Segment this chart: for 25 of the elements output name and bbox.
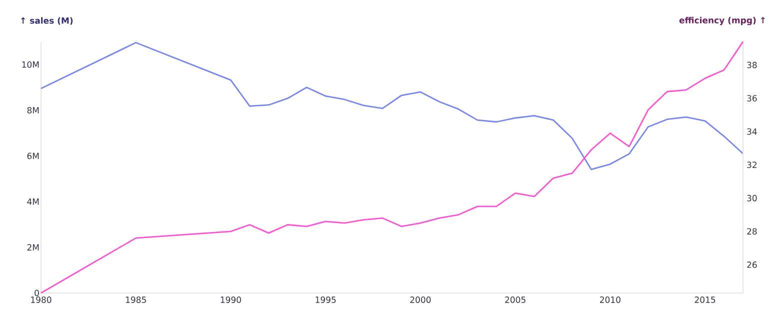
y-tick-label: 8M: [27, 107, 39, 114]
x-tick-label: 2010: [600, 296, 620, 303]
line-series: [40, 40, 744, 294]
y2-axis-title: efficiency (mpg) ↑: [679, 16, 765, 26]
x-tick-label: 2005: [505, 296, 526, 303]
y-tick-label: 10M: [22, 61, 39, 68]
y2-tick-label: 28: [747, 228, 757, 235]
y2-tick-label: 34: [747, 128, 757, 135]
line-series: [40, 42, 744, 170]
x-tick-label: 2015: [694, 296, 716, 303]
y2-tick-label: 26: [747, 261, 757, 268]
y2-tick-label: 30: [747, 194, 757, 202]
y-tick-label: 6M: [27, 152, 39, 160]
y2-tick-label: 32: [747, 162, 756, 168]
y-tick-label: 2M: [27, 244, 39, 250]
x-tick-label: 1995: [316, 296, 336, 303]
y-axis-title: ↑ sales (M): [21, 17, 73, 25]
x-tick-label: 2000: [410, 296, 431, 303]
y-tick-label: 4M: [27, 198, 39, 205]
y2-tick-label: 38: [747, 62, 757, 68]
y2-tick-label: 36: [747, 95, 757, 102]
x-tick-label: 1990: [220, 296, 241, 303]
x-tick-label: 1980: [31, 296, 52, 303]
x-tick-label: 1985: [126, 296, 146, 303]
y-tick-label: 0: [34, 290, 39, 296]
